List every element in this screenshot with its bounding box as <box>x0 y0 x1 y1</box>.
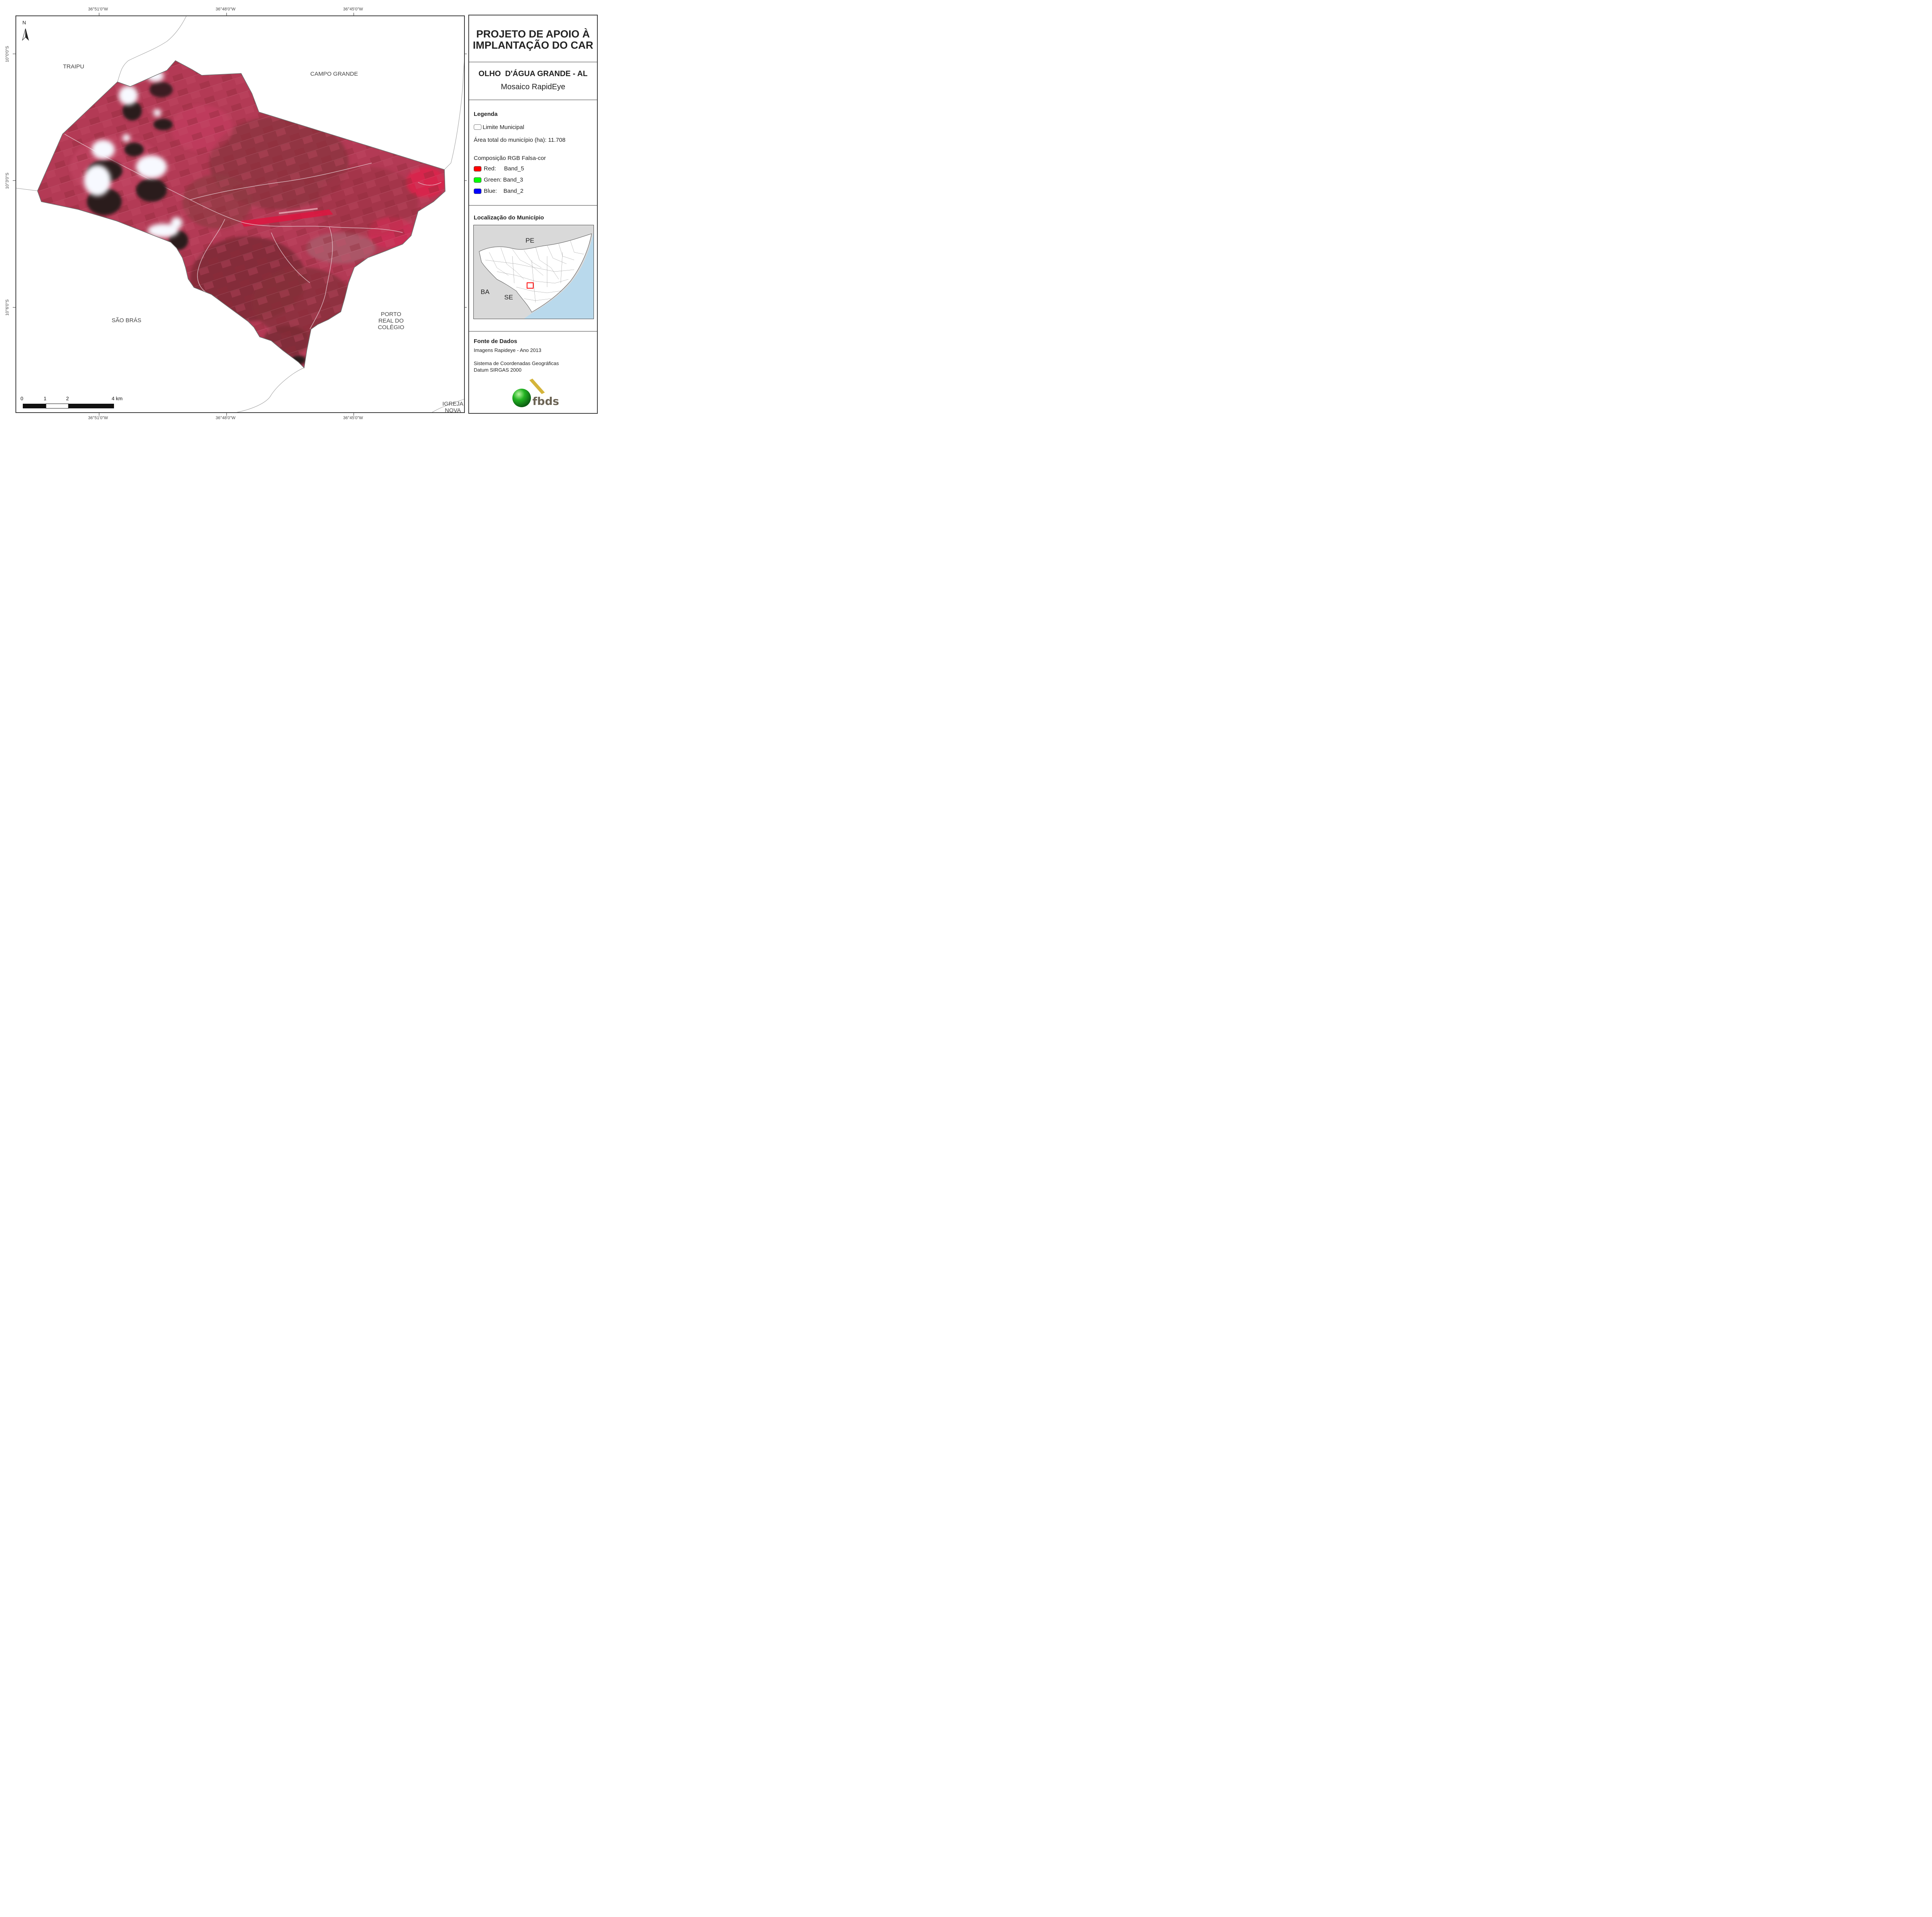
lat-tick-right-3 <box>464 307 467 308</box>
municipality-locator <box>527 282 534 289</box>
lon-tick-bottom-2 <box>226 413 227 416</box>
alagoas-state <box>479 233 592 313</box>
map-frame[interactable] <box>15 15 465 413</box>
sources-line1: Imagens Rapideye - Ano 2013 <box>474 347 541 353</box>
lon-label-top-2: 36°48'0"W <box>216 7 236 12</box>
legend-heading: Legenda <box>474 111 498 117</box>
neighbor-boundaries <box>16 16 464 412</box>
place-porto-real-line3: COLÉGIO <box>378 324 405 331</box>
lon-label-top-1: 36°51'0"W <box>88 7 108 12</box>
scale-label-2: 2 <box>66 396 69 401</box>
north-arrow-icon <box>22 28 29 41</box>
inset-map-graphic <box>474 225 594 319</box>
lat-label-2: 10°3'0"S <box>5 172 10 189</box>
location-inset-map[interactable]: PE BA SE <box>473 225 594 319</box>
place-traipu: TRAIPU <box>63 63 85 70</box>
lat-label-1: 10°0'0"S <box>5 46 10 63</box>
place-igreja-nova-line2: NOVA <box>445 407 461 414</box>
place-igreja-nova: IGREJA NOVA <box>441 401 464 414</box>
place-campo-grande: CAMPO GRANDE <box>310 71 358 77</box>
fbds-logo: fbds <box>511 379 561 410</box>
band-blue-swatch <box>474 189 481 194</box>
lat-tick-right-2 <box>464 180 467 181</box>
limit-swatch <box>474 124 481 130</box>
mosaic-label: Mosaico RapidEye <box>501 83 565 91</box>
scale-bar <box>23 403 114 409</box>
info-panel: PROJETO DE APOIO À IMPLANTAÇÃO DO CAR OL… <box>468 15 598 414</box>
inset-label-pe: PE <box>526 237 534 244</box>
municipal-boundary <box>37 60 446 369</box>
band-red-label: Red: Band_5 <box>484 165 524 172</box>
scale-label-1: 1 <box>44 396 47 401</box>
band-red-swatch <box>474 166 481 172</box>
lat-label-3: 10°6'0"S <box>5 299 10 316</box>
title-line1: PROJETO DE APOIO À <box>476 28 590 40</box>
place-sao-bras: SÃO BRÁS <box>112 317 141 324</box>
lon-label-bottom-3: 36°45'0"W <box>343 416 363 420</box>
sources-line2: Sistema de Coordenadas Geográficas <box>474 360 559 366</box>
location-heading: Localização do Município <box>474 214 544 221</box>
sources-heading: Fonte de Dados <box>474 338 517 345</box>
satellite-map[interactable] <box>16 16 465 413</box>
title-line2: IMPLANTAÇÃO DO CAR <box>473 39 594 51</box>
lon-label-bottom-2: 36°48'0"W <box>216 416 236 420</box>
composition-label: Composição RGB Falsa-cor <box>474 155 546 161</box>
band-blue-label: Blue: Band_2 <box>484 188 524 194</box>
lat-tick-3 <box>13 307 16 308</box>
place-igreja-nova-line1: IGREJA <box>442 401 464 407</box>
lon-label-top-3: 36°45'0"W <box>343 7 363 12</box>
band-green-label: Green: Band_3 <box>484 177 523 183</box>
municipality-raster <box>37 61 445 368</box>
inset-label-se: SE <box>504 294 513 301</box>
band-green-swatch <box>474 177 481 183</box>
place-porto-real-line1: PORTO <box>381 311 401 318</box>
scale-label-0: 0 <box>20 396 24 401</box>
inset-label-ba: BA <box>481 288 490 296</box>
scale-label-4km: 4 km <box>112 396 123 401</box>
lat-tick-2 <box>13 180 16 181</box>
limit-label: Limite Municipal <box>483 124 524 131</box>
lon-tick-top-2 <box>226 13 227 16</box>
north-label: N <box>22 20 26 25</box>
fbds-logo-mark <box>512 379 545 407</box>
area-label: Área total do município (ha): 11.708 <box>474 137 566 143</box>
place-porto-real-line2: REAL DO <box>378 318 404 324</box>
divider-3 <box>469 205 597 206</box>
sources-line3: Datum SIRGAS 2000 <box>474 367 522 373</box>
logo-text: fbds <box>532 395 559 408</box>
municipality-name: OLHO D'ÁGUA GRANDE - AL <box>478 70 588 78</box>
place-porto-real: PORTO REAL DO COLÉGIO <box>376 311 406 331</box>
lon-label-bottom-1: 36°51'0"W <box>88 416 108 420</box>
